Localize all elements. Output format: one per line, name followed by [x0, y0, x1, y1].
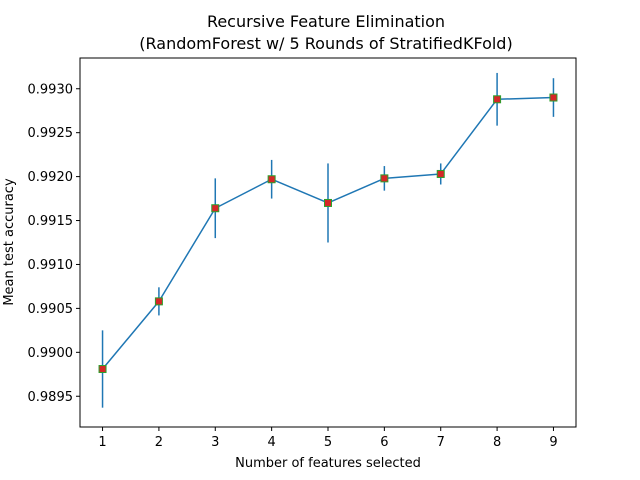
x-tick-label: 1 — [98, 435, 106, 450]
x-tick-label: 9 — [549, 435, 557, 450]
x-tick-label: 5 — [324, 435, 332, 450]
y-axis: 0.9895 0.9900 0.9905 0.9910 0.9915 0.9920 0.99… — [28, 82, 80, 405]
x-axis: 1 2 3 4 5 6 7 8 9 — [98, 427, 558, 450]
y-tick-label: 0.9910 — [28, 258, 74, 273]
y-tick-label: 0.9915 — [28, 214, 74, 229]
y-tick-label: 0.9900 — [28, 346, 74, 361]
y-tick-label: 0.9920 — [28, 170, 74, 185]
x-tick-label: 8 — [493, 435, 501, 450]
x-tick-label: 2 — [155, 435, 163, 450]
x-tick-label: 4 — [267, 435, 275, 450]
data-point-marker — [98, 365, 107, 374]
y-axis-label: Mean test accuracy — [2, 178, 17, 306]
data-point-marker — [380, 174, 389, 183]
data-point-marker — [324, 198, 332, 207]
x-tick-label: 7 — [437, 435, 445, 450]
data-point-marker — [211, 204, 220, 213]
y-tick-label: 0.9905 — [28, 302, 74, 317]
x-tick-label: 6 — [380, 435, 388, 450]
chart-title-line2: (RandomForest w/ 5 Rounds of StratifiedK… — [139, 34, 512, 53]
y-tick-label: 0.9930 — [28, 82, 74, 97]
x-axis-label: Number of features selected — [235, 456, 421, 471]
plot-area — [98, 72, 558, 408]
data-point-marker — [436, 169, 445, 178]
y-tick-label: 0.9895 — [28, 390, 74, 405]
y-tick-label: 0.9925 — [28, 126, 74, 141]
data-point-marker — [267, 175, 276, 184]
chart-title-line1: Recursive Feature Elimination — [207, 12, 445, 31]
data-point-marker — [549, 93, 558, 102]
x-tick-label: 3 — [211, 435, 219, 450]
data-point-marker — [493, 95, 502, 104]
data-point-marker — [154, 297, 163, 306]
